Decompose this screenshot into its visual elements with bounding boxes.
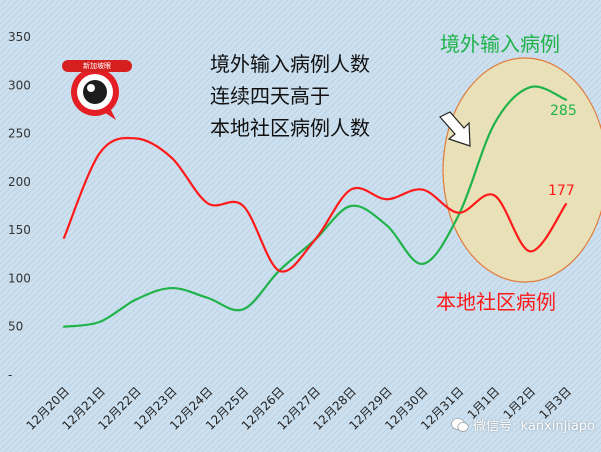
watermark-text: 微信号: kanxinjiapo [473, 419, 595, 434]
y-tick-label: 150 [8, 223, 31, 237]
series-label-local: 本地社区病例 [436, 290, 556, 314]
annotation-line-2: 连续四天高于 [210, 84, 330, 108]
y-tick-label: 200 [8, 175, 31, 189]
y-tick-label: 100 [8, 271, 31, 285]
watermark: 微信号: kanxinjiapo [451, 415, 595, 434]
y-tick-label: 50 [8, 320, 23, 334]
y-tick-label: 250 [8, 127, 31, 141]
y-tick-label: - [8, 368, 12, 382]
logo-text: 新加坡眼 [62, 60, 132, 72]
wechat-icon [451, 417, 469, 432]
annotation-line-3: 本地社区病例人数 [210, 116, 370, 140]
highlight-ellipse [442, 57, 601, 283]
annotation-line-1: 境外输入病例人数 [210, 52, 370, 76]
local-cases-line [62, 136, 568, 273]
logo: 新加坡眼 [62, 60, 132, 122]
arrow-icon [439, 111, 471, 147]
end-value-imported: 285 [550, 103, 577, 119]
series-label-imported: 境外输入病例 [440, 32, 560, 56]
end-value-local: 177 [548, 183, 575, 199]
eye-logo-icon [71, 68, 119, 120]
y-tick-label: 350 [8, 30, 31, 44]
y-tick-label: 300 [8, 78, 31, 92]
